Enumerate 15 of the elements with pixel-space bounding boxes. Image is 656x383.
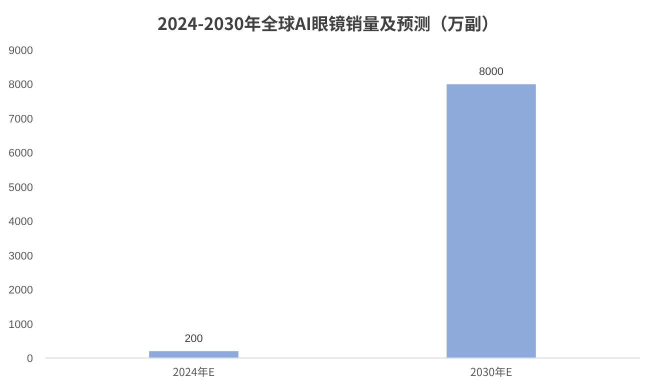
data-label: 8000: [479, 66, 504, 78]
y-tick-label: 2000: [8, 284, 33, 297]
y-tick-label: 0: [26, 353, 33, 365]
y-tick-label: 5000: [8, 182, 33, 194]
data-label: 200: [184, 333, 203, 346]
y-tick-label: 4000: [8, 216, 33, 228]
y-tick-label: 9000: [8, 45, 33, 57]
x-tick-label: 2030年E: [470, 364, 512, 380]
y-tick-label: 7000: [8, 113, 33, 126]
y-tick-label: 1000: [8, 318, 33, 331]
y-tick-label: 3000: [8, 250, 33, 262]
chart-title: 2024-2030年全球AI眼镜销量及预测（万副）: [157, 10, 499, 35]
y-tick-label: 6000: [8, 148, 33, 160]
x-tick-label: 2024年E: [172, 364, 215, 380]
y-tick-label: 8000: [8, 79, 33, 92]
